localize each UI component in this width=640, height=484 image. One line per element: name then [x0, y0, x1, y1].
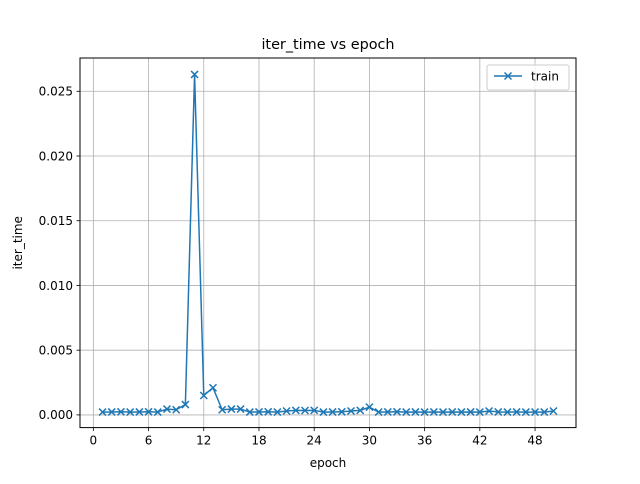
data-point-marker — [485, 406, 494, 416]
data-point-marker — [172, 405, 181, 414]
data-point-marker — [503, 408, 512, 417]
data-point-marker — [162, 405, 171, 414]
data-point-marker — [429, 407, 438, 416]
y-tick-label: 0.005 — [39, 343, 73, 357]
data-point-marker — [457, 408, 466, 417]
legend-label: train — [531, 70, 559, 84]
x-tick-label: 24 — [307, 434, 322, 448]
y-tick-label: 0.010 — [39, 279, 73, 293]
data-point-marker — [181, 400, 190, 409]
data-point-marker — [144, 407, 153, 416]
data-point-marker — [512, 407, 521, 416]
x-tick-label: 6 — [145, 434, 153, 448]
data-point-marker — [346, 406, 356, 416]
data-point-marker — [494, 407, 503, 416]
data-point-marker — [540, 408, 549, 417]
data-point-marker — [245, 408, 254, 417]
data-point-marker — [273, 408, 282, 417]
data-point-marker — [208, 383, 218, 392]
grid-lines — [80, 58, 576, 428]
legend-box — [486, 64, 570, 91]
y-tick-label: 0.015 — [39, 214, 73, 228]
y-tick-label: 0.020 — [39, 149, 73, 163]
data-point-marker — [448, 407, 457, 416]
data-point-marker — [402, 408, 411, 417]
data-point-marker — [135, 407, 144, 416]
data-point-marker — [531, 408, 540, 417]
chart-title: iter_time vs epoch — [261, 37, 394, 53]
x-tick-label: 18 — [251, 434, 266, 448]
data-point-marker — [475, 408, 484, 417]
data-point-marker — [291, 406, 300, 415]
data-point-marker — [199, 391, 208, 400]
data-point-marker — [236, 405, 245, 414]
x-tick-label: 0 — [90, 434, 98, 448]
data-point-marker — [282, 406, 291, 416]
x-tick-label: 12 — [196, 434, 211, 448]
x-tick-label: 36 — [417, 434, 432, 448]
data-point-marker — [521, 408, 530, 417]
x-axis-label: epoch — [310, 456, 347, 470]
data-point-marker — [549, 406, 558, 416]
y-tick-label: 0.025 — [39, 85, 73, 99]
data-point-marker — [319, 408, 328, 417]
x-tick-label: 30 — [362, 434, 377, 448]
legend: train — [486, 64, 570, 91]
data-point-marker — [153, 408, 162, 417]
x-tick-label: 48 — [527, 434, 542, 448]
data-point-marker — [218, 405, 227, 414]
data-point-marker — [107, 407, 116, 416]
data-point-marker — [374, 408, 383, 417]
data-point-marker — [328, 407, 337, 416]
y-tick-label: 0.000 — [39, 408, 73, 422]
data-point-marker — [98, 408, 107, 417]
y-axis-label: iter_time — [11, 216, 25, 269]
x-tick-label: 42 — [472, 434, 487, 448]
data-point-marker — [365, 403, 374, 412]
data-point-marker — [420, 408, 429, 417]
series-layer — [98, 70, 558, 417]
data-point-marker — [392, 407, 402, 416]
data-point-marker — [227, 405, 236, 414]
legend-marker-x — [503, 71, 513, 81]
data-point-marker — [116, 407, 125, 416]
data-point-marker — [411, 407, 420, 416]
data-point-marker — [126, 408, 135, 417]
data-point-marker — [466, 407, 475, 416]
data-point-marker — [300, 406, 310, 415]
plot-frame — [79, 57, 577, 429]
data-point-marker — [438, 408, 448, 417]
data-point-marker — [356, 406, 365, 415]
data-point-marker — [264, 407, 273, 416]
data-point-marker — [337, 407, 346, 416]
axis-ticks: 0 6 12 18 24 30 36 42 48 0.000 0.005 0.010 0.015 0.02… — [39, 85, 543, 448]
data-point-marker — [190, 70, 199, 79]
data-point-marker — [383, 407, 392, 416]
data-point-marker — [310, 406, 319, 415]
data-point-marker — [254, 407, 264, 416]
